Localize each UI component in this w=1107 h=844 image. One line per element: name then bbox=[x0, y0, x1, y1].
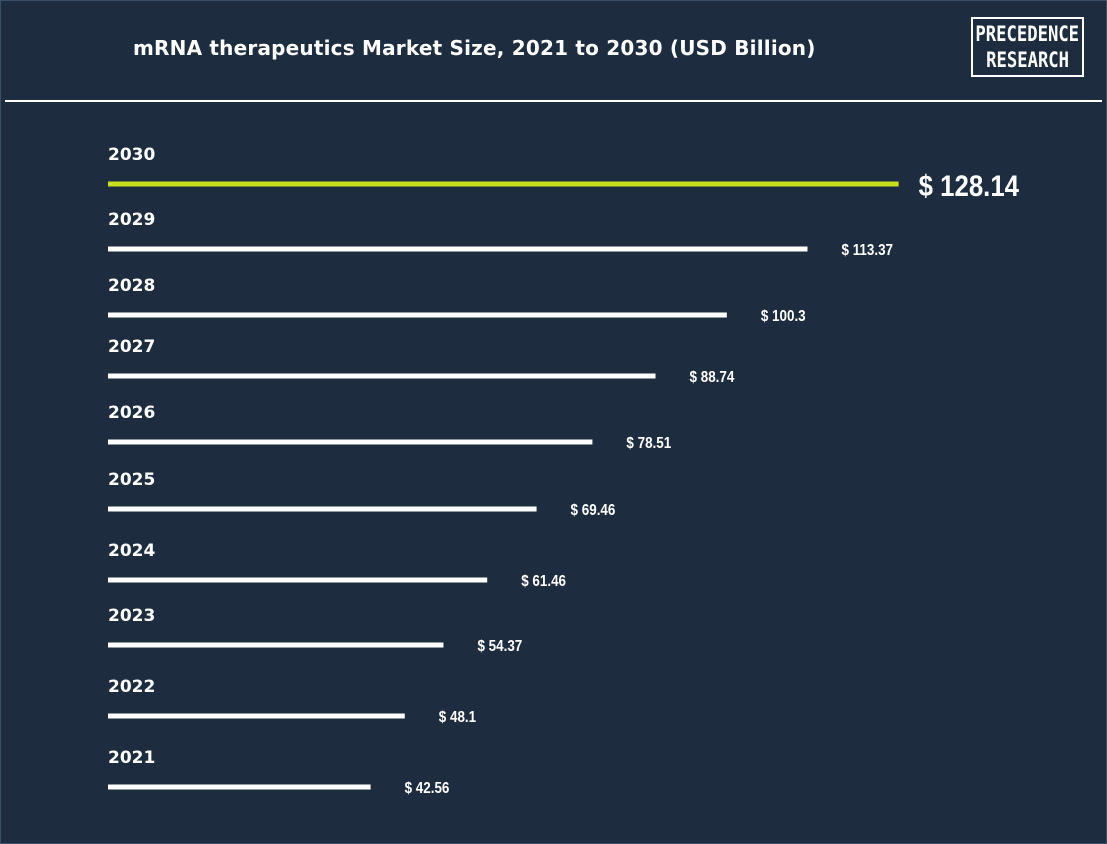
year-label-2026: 2026 bbox=[108, 403, 155, 423]
year-label-2025: 2025 bbox=[108, 470, 155, 490]
precedence-research-logo: PRECEDENCE RESEARCH bbox=[971, 17, 1084, 77]
bar-2027 bbox=[108, 373, 656, 379]
header-divider bbox=[5, 100, 1102, 102]
value-label-2030: $ 128.14 bbox=[919, 169, 1020, 202]
bar-2029 bbox=[108, 246, 808, 252]
year-label-2024: 2024 bbox=[108, 541, 155, 561]
logo-line-precedence: PRECEDENCE bbox=[975, 22, 1080, 46]
value-label-2022: $ 48.1 bbox=[439, 709, 476, 726]
value-label-2021: $ 42.56 bbox=[405, 780, 450, 797]
value-label-2026: $ 78.51 bbox=[626, 435, 671, 452]
value-label-2023: $ 54.37 bbox=[477, 638, 522, 655]
bar-2022 bbox=[108, 713, 405, 719]
bar-2024 bbox=[108, 577, 488, 583]
value-label-2025: $ 69.46 bbox=[571, 502, 616, 519]
bar-2025 bbox=[108, 506, 537, 512]
value-label-2024: $ 61.46 bbox=[521, 573, 566, 590]
year-label-2028: 2028 bbox=[108, 276, 155, 296]
logo-line-research: RESEARCH bbox=[986, 48, 1069, 72]
chart-title: mRNA therapeutics Market Size, 2021 to 2… bbox=[133, 36, 816, 60]
bar-2028 bbox=[108, 312, 727, 318]
year-label-2023: 2023 bbox=[108, 606, 155, 626]
year-label-2027: 2027 bbox=[108, 337, 155, 357]
bar-2030 bbox=[108, 181, 899, 187]
year-label-2029: 2029 bbox=[108, 210, 155, 230]
bar-2023 bbox=[108, 642, 444, 648]
value-label-2029: $ 113.37 bbox=[841, 242, 893, 259]
year-label-2022: 2022 bbox=[108, 677, 155, 697]
year-label-2021: 2021 bbox=[108, 748, 155, 768]
year-label-2030: 2030 bbox=[108, 145, 155, 165]
value-label-2027: $ 88.74 bbox=[690, 369, 736, 386]
bar-2021 bbox=[108, 784, 371, 790]
bar-2026 bbox=[108, 439, 593, 445]
value-label-2028: $ 100.3 bbox=[761, 308, 806, 325]
